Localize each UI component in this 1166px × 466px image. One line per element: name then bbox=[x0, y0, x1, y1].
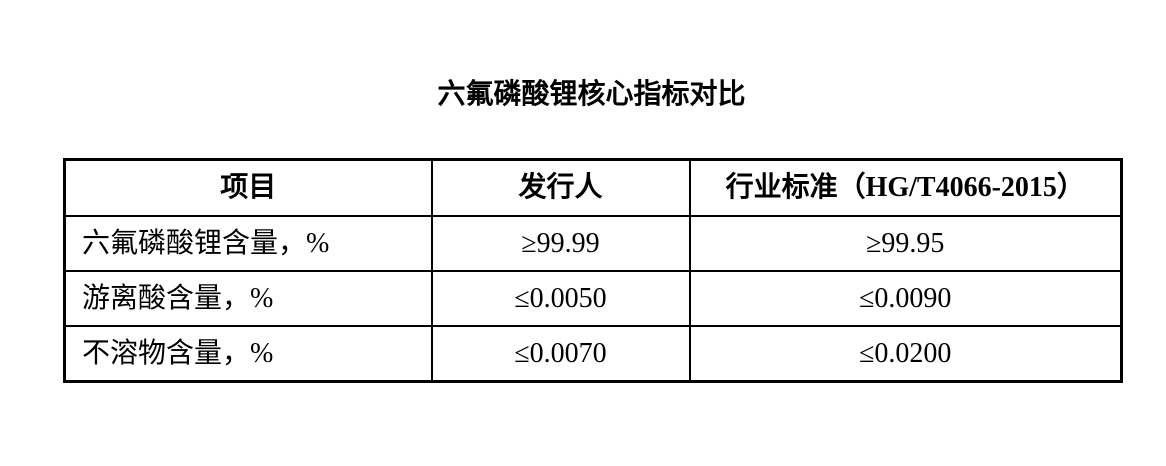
cell-standard-value: ≤0.0090 bbox=[688, 270, 1123, 327]
header-issuer: 发行人 bbox=[430, 158, 691, 217]
cell-item-name: 六氟磷酸锂含量，% bbox=[63, 215, 433, 272]
cell-issuer-value: ≤0.0050 bbox=[430, 270, 691, 327]
header-industry-standard: 行业标准（HG/T4066-2015） bbox=[688, 158, 1123, 217]
table-row: 六氟磷酸锂含量，% ≥99.99 ≥99.95 bbox=[63, 215, 1123, 272]
table-row: 不溶物含量，% ≤0.0070 ≤0.0200 bbox=[63, 325, 1123, 383]
cell-standard-value: ≥99.95 bbox=[688, 215, 1123, 272]
cell-issuer-value: ≥99.99 bbox=[430, 215, 691, 272]
header-item: 项目 bbox=[63, 158, 433, 217]
page-title: 六氟磷酸锂核心指标对比 bbox=[437, 79, 746, 110]
table-header-row: 项目 发行人 行业标准（HG/T4066-2015） bbox=[63, 158, 1123, 217]
cell-issuer-value: ≤0.0070 bbox=[430, 325, 691, 383]
cell-standard-value: ≤0.0200 bbox=[688, 325, 1123, 383]
table-row: 游离酸含量，% ≤0.0050 ≤0.0090 bbox=[63, 270, 1123, 327]
comparison-table: 项目 发行人 行业标准（HG/T4066-2015） 六氟磷酸锂含量，% ≥99… bbox=[63, 158, 1123, 383]
cell-item-name: 游离酸含量，% bbox=[63, 270, 433, 327]
cell-item-name: 不溶物含量，% bbox=[63, 325, 433, 383]
